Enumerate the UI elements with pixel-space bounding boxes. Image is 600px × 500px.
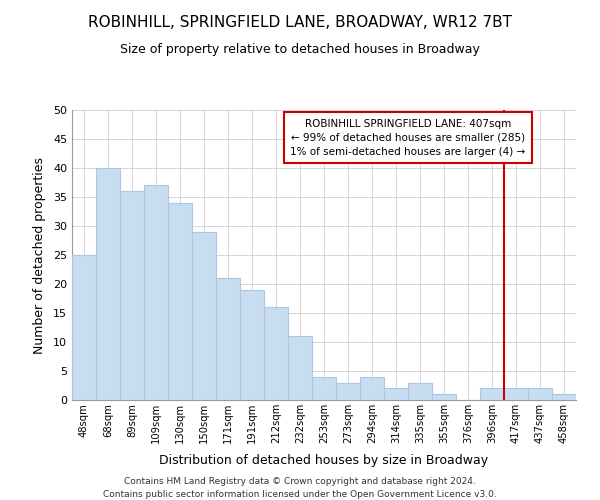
Bar [504, 388, 528, 400]
Text: ROBINHILL, SPRINGFIELD LANE, BROADWAY, WR12 7BT: ROBINHILL, SPRINGFIELD LANE, BROADWAY, W… [88, 15, 512, 30]
Bar [288, 336, 312, 400]
Bar [144, 186, 168, 400]
Bar [408, 382, 432, 400]
Bar [336, 382, 360, 400]
Bar [216, 278, 240, 400]
Text: ROBINHILL SPRINGFIELD LANE: 407sqm
← 99% of detached houses are smaller (285)
1%: ROBINHILL SPRINGFIELD LANE: 407sqm ← 99%… [290, 118, 526, 156]
Text: Contains public sector information licensed under the Open Government Licence v3: Contains public sector information licen… [103, 490, 497, 499]
Bar [96, 168, 120, 400]
Bar [312, 377, 336, 400]
Bar [240, 290, 264, 400]
Bar [120, 191, 144, 400]
Bar [192, 232, 216, 400]
Bar [168, 203, 192, 400]
Bar [480, 388, 504, 400]
Text: Contains HM Land Registry data © Crown copyright and database right 2024.: Contains HM Land Registry data © Crown c… [124, 478, 476, 486]
Text: Size of property relative to detached houses in Broadway: Size of property relative to detached ho… [120, 42, 480, 56]
X-axis label: Distribution of detached houses by size in Broadway: Distribution of detached houses by size … [160, 454, 488, 468]
Bar [384, 388, 408, 400]
Bar [264, 307, 288, 400]
Bar [360, 377, 384, 400]
Bar [432, 394, 456, 400]
Bar [528, 388, 552, 400]
Bar [552, 394, 576, 400]
Y-axis label: Number of detached properties: Number of detached properties [33, 156, 46, 354]
Bar [72, 255, 96, 400]
